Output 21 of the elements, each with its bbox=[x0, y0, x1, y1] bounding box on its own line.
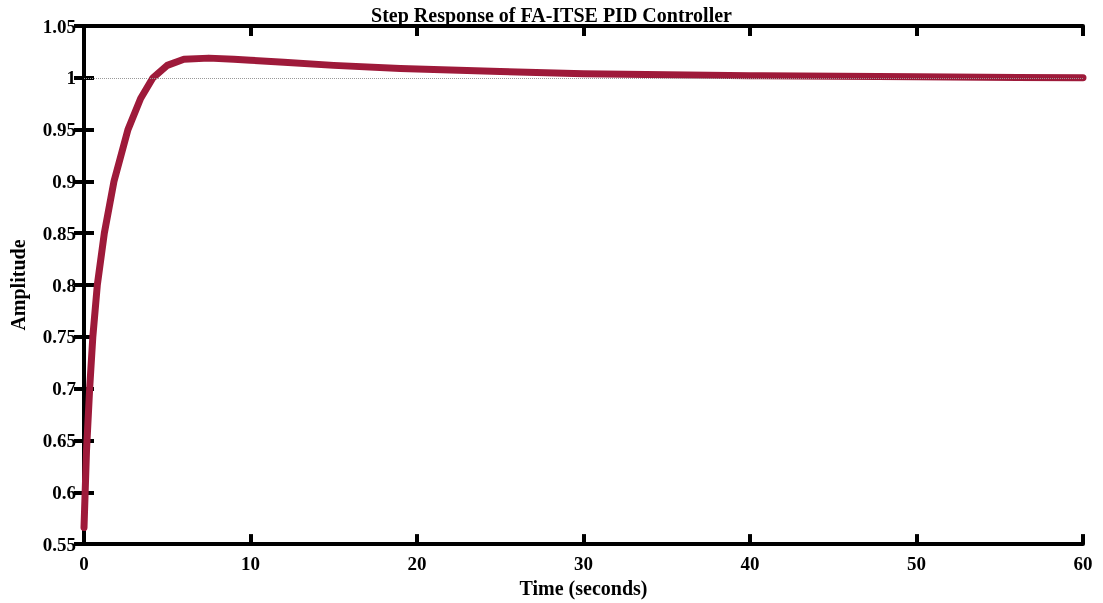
x-tick-label: 40 bbox=[740, 553, 760, 575]
x-tick-label: 0 bbox=[79, 553, 89, 575]
y-tick-label: 0.95 bbox=[42, 119, 76, 141]
y-tick-label: 0.85 bbox=[42, 222, 76, 244]
y-tick-label: 0.7 bbox=[52, 378, 77, 400]
y-axis-title: Amplitude bbox=[7, 239, 30, 331]
x-tick-label: 50 bbox=[907, 553, 926, 575]
y-tick-label: 0.75 bbox=[42, 326, 76, 348]
x-tick-label: 30 bbox=[574, 553, 593, 575]
y-tick-label: 0.9 bbox=[52, 170, 76, 192]
y-tick-label: 0.6 bbox=[52, 481, 76, 503]
chart-title: Step Response of FA-ITSE PID Controller bbox=[371, 4, 733, 27]
y-tick-label: 0.8 bbox=[52, 274, 76, 296]
y-tick-label: 0.65 bbox=[42, 429, 76, 451]
y-tick-label: 1 bbox=[66, 67, 76, 89]
x-axis-title: Time (seconds) bbox=[519, 577, 648, 600]
x-tick-label: 60 bbox=[1073, 553, 1093, 575]
x-tick-label: 10 bbox=[241, 553, 260, 575]
y-tick-label: 1.05 bbox=[42, 15, 76, 37]
x-tick-label: 20 bbox=[407, 553, 427, 575]
y-tick-label: 0.55 bbox=[42, 533, 76, 555]
